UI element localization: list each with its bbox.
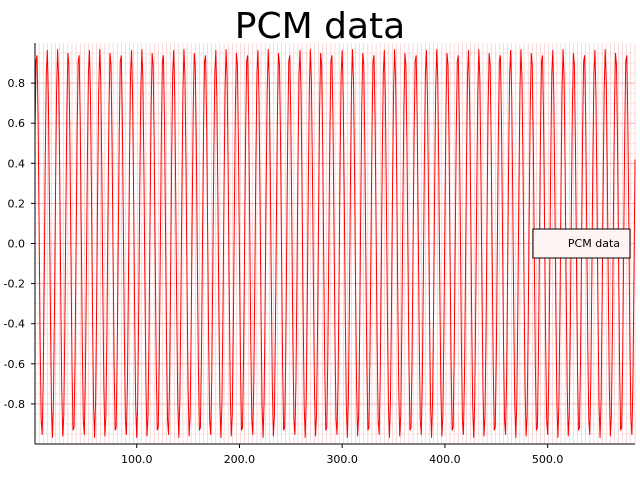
x-tick-label: 500.0 [532,453,564,466]
x-tick-label: 400.0 [429,453,461,466]
y-axis-ticks: 0.8 0.6 0.4 0.2 0.0 -0.2 -0.4 -0.6 -0.8 [4,77,35,411]
x-axis-ticks: 100.0 200.0 300.0 400.0 500.0 [121,444,563,466]
chart-title: PCM data [235,6,405,47]
x-tick-label: 200.0 [224,453,256,466]
y-tick-label: 0.8 [8,77,26,90]
y-tick-label: 0.2 [8,197,26,210]
legend: PCM data [532,228,631,259]
y-tick-label: -0.6 [4,358,25,371]
legend-box [532,228,631,259]
y-tick-label: -0.2 [4,278,25,291]
y-tick-label: -0.8 [4,398,25,411]
plot-area [34,49,636,438]
y-tick-label: 0.0 [8,238,26,251]
y-tick-label: 0.4 [8,157,26,170]
x-tick-label: 100.0 [121,453,153,466]
y-tick-label: 0.6 [8,117,26,130]
x-tick-label: 300.0 [326,453,358,466]
y-tick-label: -0.4 [4,318,25,331]
series-line-pcm-data [34,49,636,438]
legend-label: PCM data [568,237,620,250]
